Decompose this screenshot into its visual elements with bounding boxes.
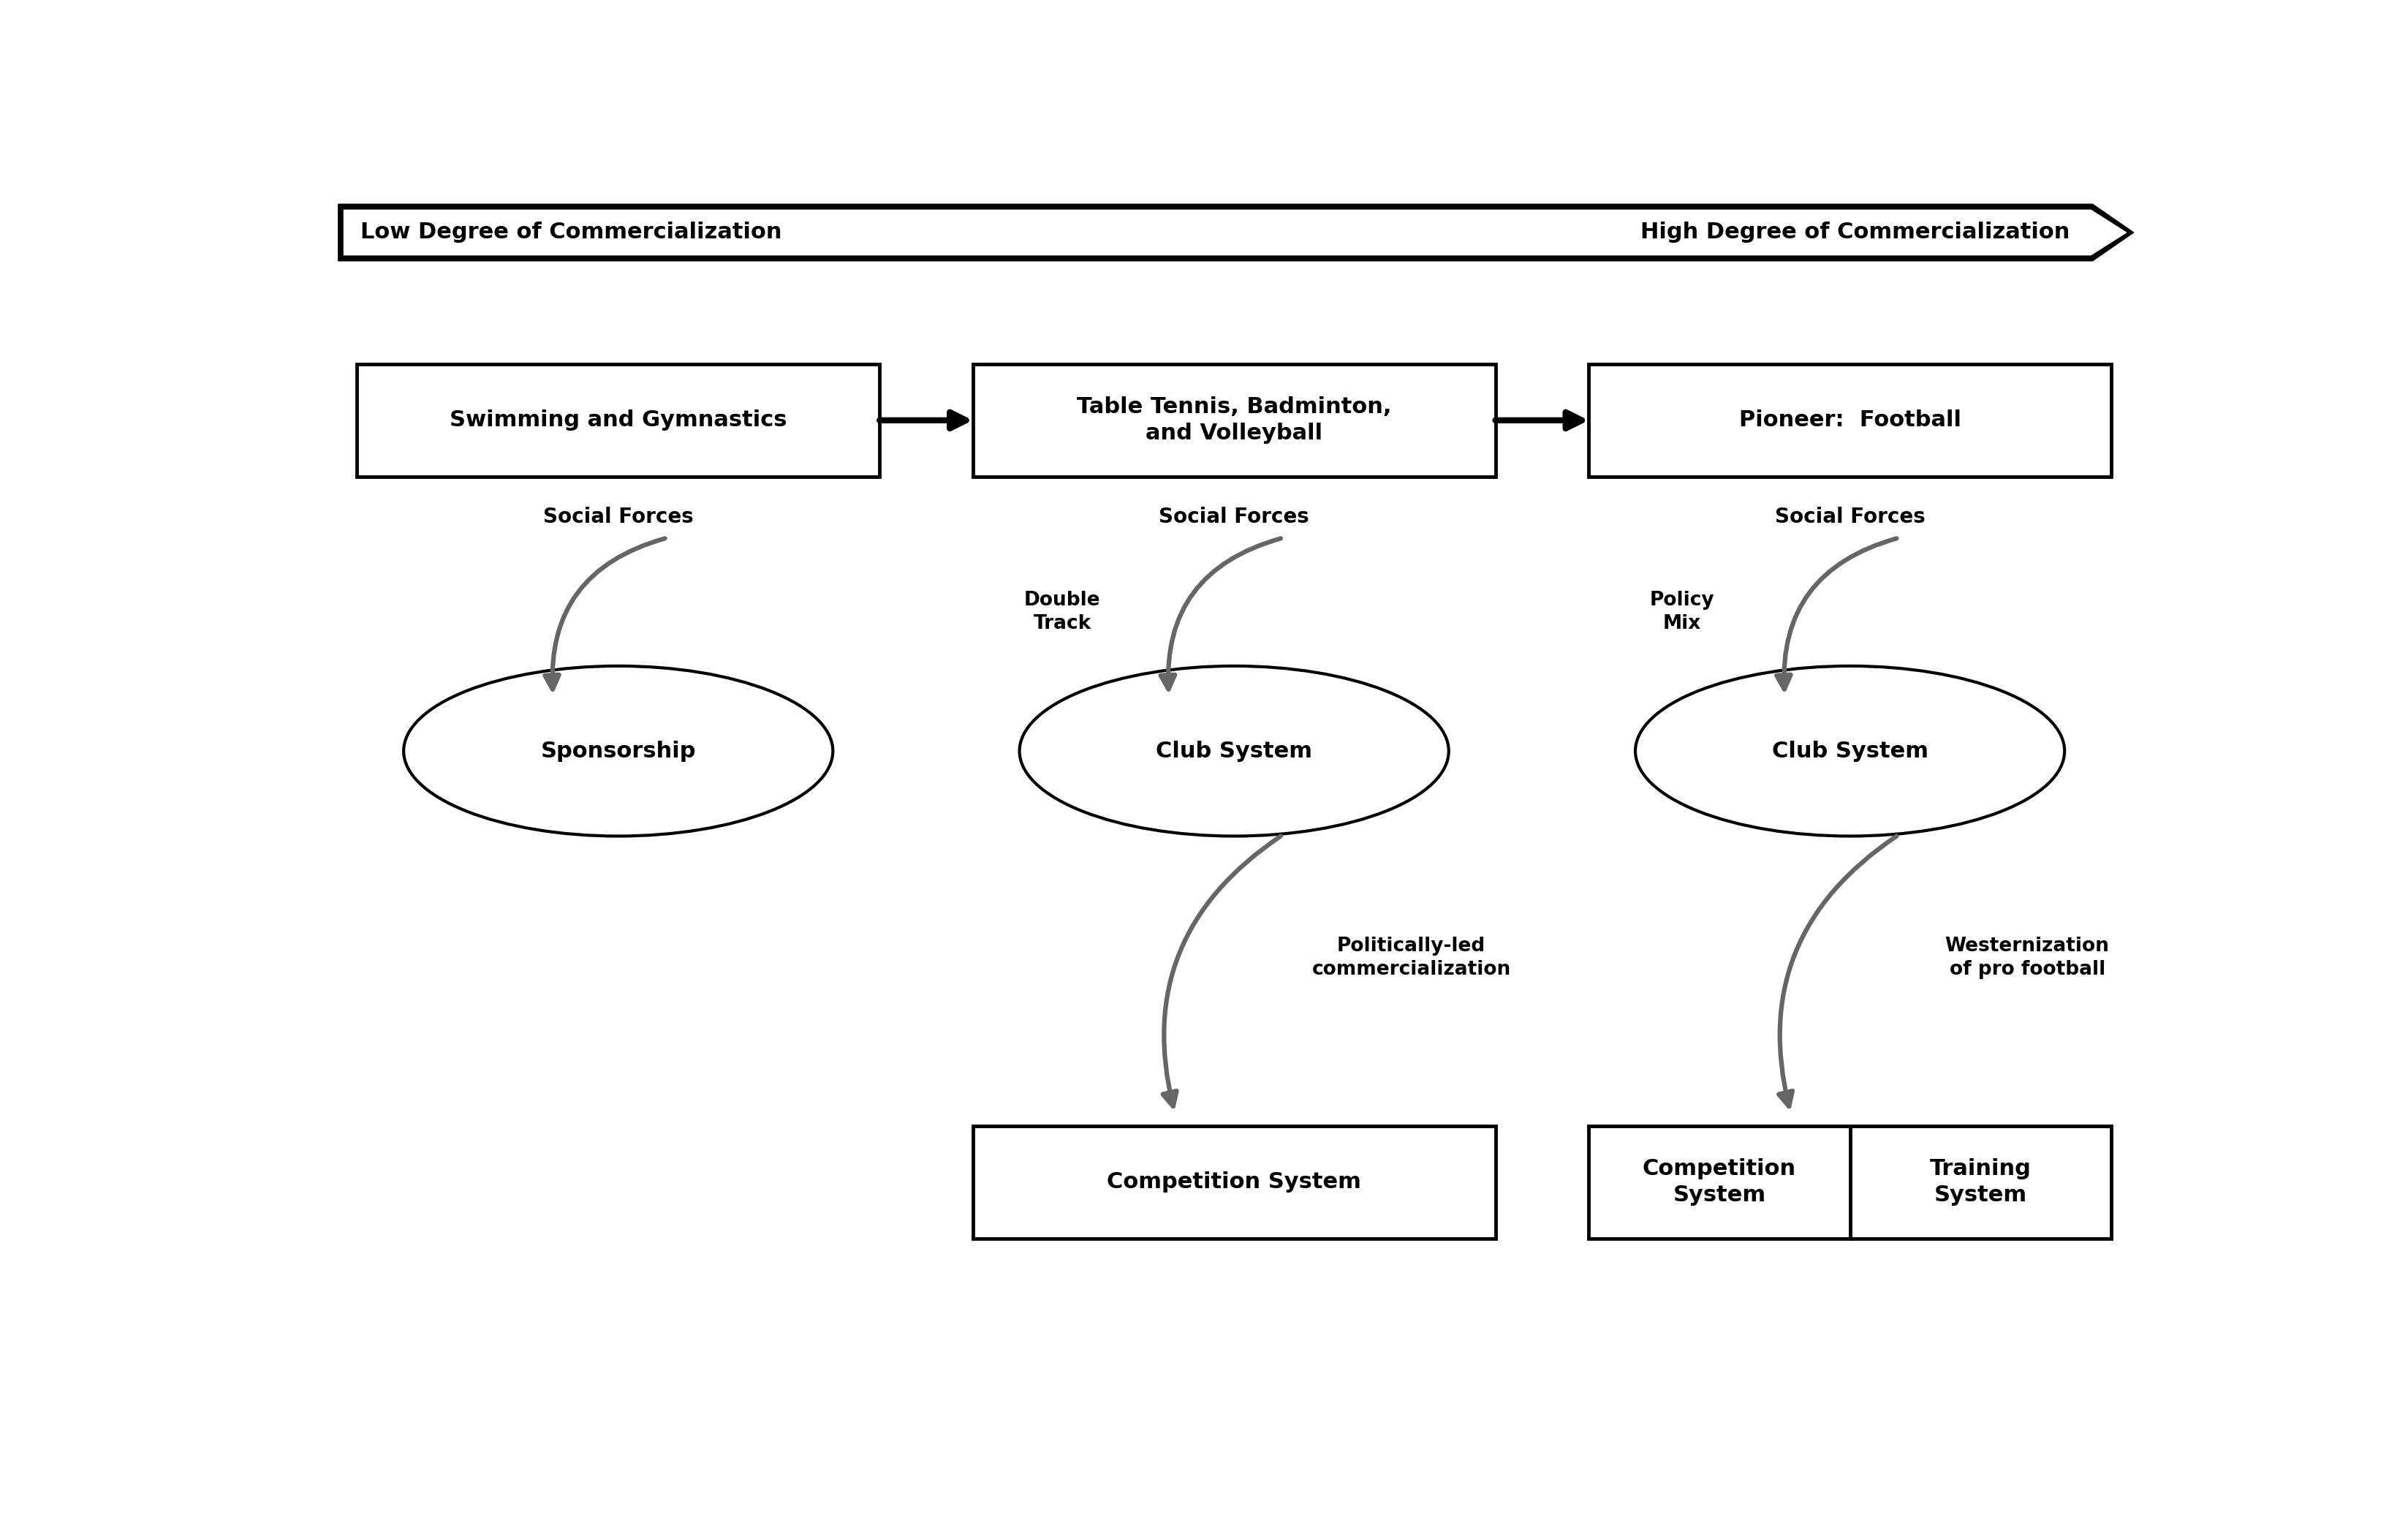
FancyBboxPatch shape [973, 1126, 1495, 1238]
FancyBboxPatch shape [356, 364, 879, 477]
Text: Double
Track: Double Track [1023, 591, 1100, 634]
Polygon shape [344, 210, 2126, 255]
Text: Policy
Mix: Policy Mix [1649, 591, 1714, 634]
Text: Competition
System: Competition System [1642, 1158, 1796, 1206]
Text: Swimming and Gymnastics: Swimming and Gymnastics [450, 410, 787, 431]
FancyBboxPatch shape [1589, 364, 2112, 477]
Ellipse shape [405, 666, 833, 836]
Text: High Degree of Commercialization: High Degree of Commercialization [1640, 222, 2071, 242]
Text: Competition System: Competition System [1108, 1172, 1361, 1193]
Text: Low Degree of Commercialization: Low Degree of Commercialization [361, 222, 783, 242]
Text: Table Tennis, Badminton,
and Volleyball: Table Tennis, Badminton, and Volleyball [1076, 397, 1392, 443]
Text: Politically-led
commercialization: Politically-led commercialization [1312, 937, 1510, 979]
Text: Training
System: Training System [1929, 1158, 2032, 1206]
FancyBboxPatch shape [973, 364, 1495, 477]
Ellipse shape [1019, 666, 1450, 836]
Ellipse shape [1635, 666, 2064, 836]
FancyBboxPatch shape [1589, 1126, 2112, 1238]
Text: Social Forces: Social Forces [544, 506, 694, 528]
Text: Westernization
of pro football: Westernization of pro football [1946, 937, 2109, 979]
Text: Pioneer:  Football: Pioneer: Football [1739, 410, 1960, 431]
Text: Club System: Club System [1772, 741, 1929, 762]
Text: Club System: Club System [1156, 741, 1312, 762]
Polygon shape [337, 204, 2133, 261]
Text: Social Forces: Social Forces [1158, 506, 1310, 528]
Text: Social Forces: Social Forces [1775, 506, 1924, 528]
Text: Sponsorship: Sponsorship [539, 741, 696, 762]
